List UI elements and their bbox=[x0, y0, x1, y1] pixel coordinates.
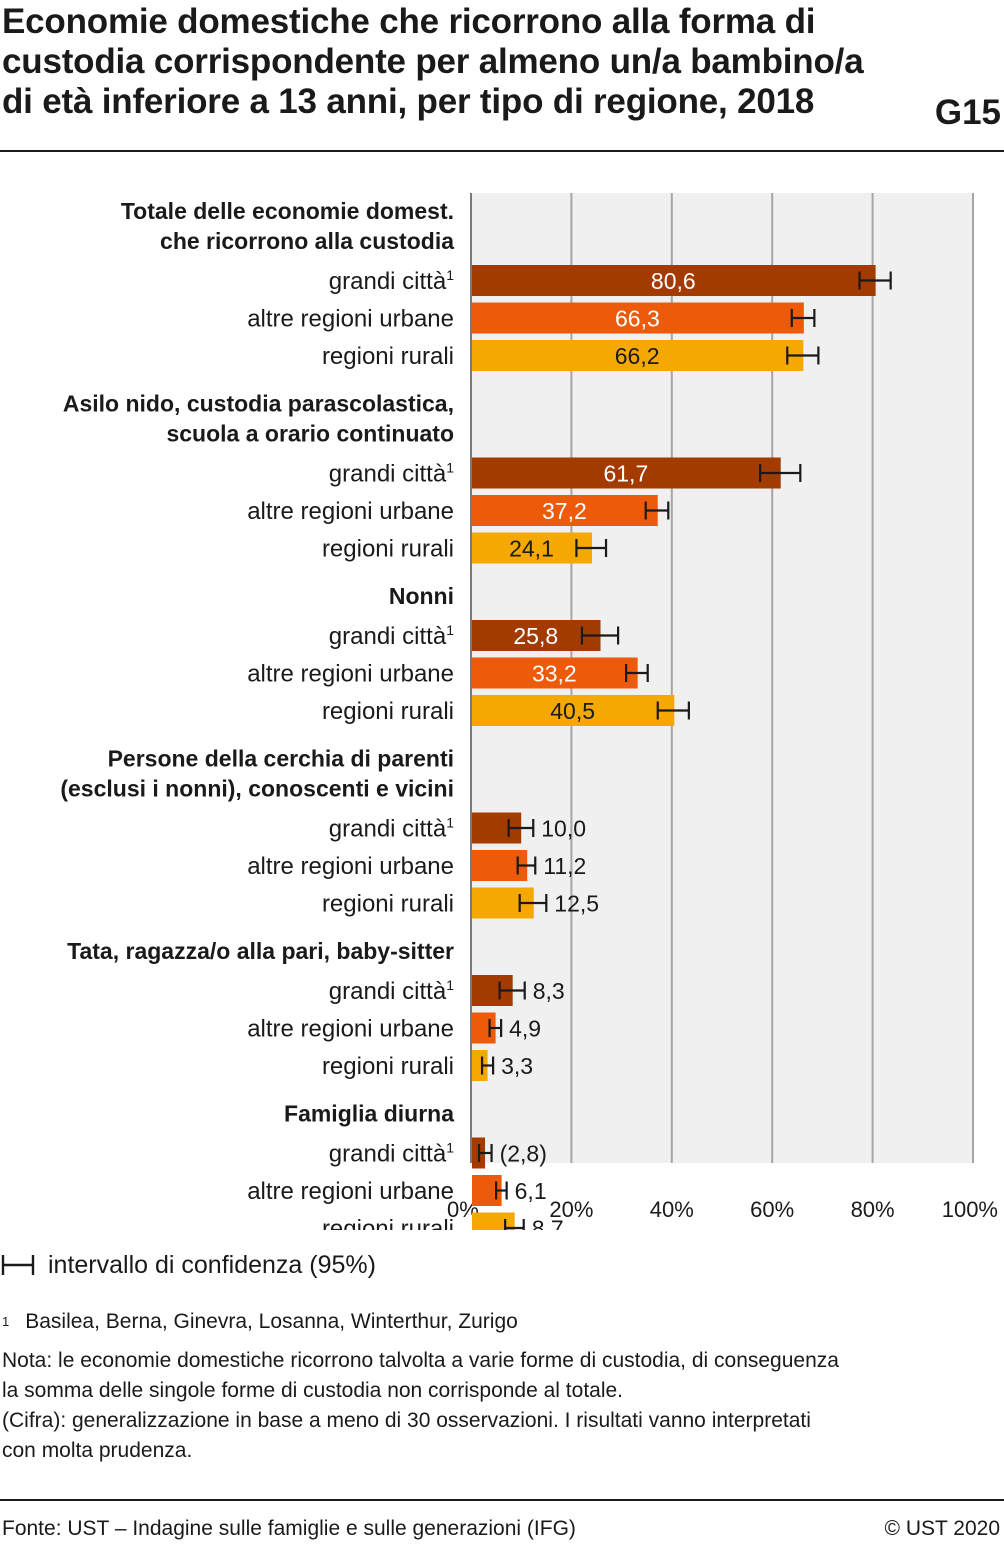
value-label: 33,2 bbox=[532, 661, 577, 687]
note-line: Nota: le economie domestiche ricorrono t… bbox=[2, 1349, 839, 1372]
category-label: grandi città1 bbox=[329, 460, 454, 488]
value-label: 37,2 bbox=[542, 498, 587, 524]
category-label: altre regioni urbane bbox=[247, 1016, 454, 1043]
value-label: 25,8 bbox=[513, 623, 558, 649]
value-label: 66,3 bbox=[615, 306, 660, 332]
value-label: 40,5 bbox=[550, 698, 595, 724]
x-tick-label: 20% bbox=[549, 1197, 593, 1222]
bar bbox=[472, 1050, 488, 1081]
copyright-text: © UST 2020 bbox=[884, 1517, 1000, 1540]
x-tick-label: 80% bbox=[851, 1197, 895, 1222]
bottom-divider bbox=[0, 1499, 1004, 1501]
category-label: regioni rurali bbox=[322, 343, 454, 370]
value-label: 3,3 bbox=[501, 1053, 533, 1079]
bar bbox=[472, 302, 804, 334]
title-line-3: di età inferiore a 13 anni, per tipo di … bbox=[2, 82, 815, 121]
title-line-2: custodia corrispondente per almeno un/a … bbox=[2, 42, 864, 81]
category-label: regioni rurali bbox=[322, 1053, 454, 1080]
footnote-marker: 1 bbox=[2, 1314, 10, 1329]
bar bbox=[472, 1212, 515, 1230]
bar-chart: 0% 20% 40% 60% 80% 100%Totale delle economie … bbox=[60, 193, 998, 1231]
footnote: 1 Basilea, Berna, Ginevra, Losanna, Winte… bbox=[2, 1308, 518, 1336]
category-label: regioni rurali bbox=[322, 698, 454, 725]
group-label: Famiglia diurna bbox=[284, 1101, 454, 1127]
chart-id: G15 bbox=[934, 93, 1001, 132]
x-tick-label: 40% bbox=[650, 1197, 694, 1222]
footnote-text: Basilea, Berna, Ginevra, Losanna, Winter… bbox=[25, 1310, 518, 1333]
group-label: Tata, ragazza/o alla pari, baby-sitter bbox=[67, 938, 454, 964]
note-line: la somma delle singole forme di custodia… bbox=[2, 1379, 624, 1402]
value-label: (2,8) bbox=[500, 1141, 547, 1167]
group-label: Persone della cerchia di parenti bbox=[108, 746, 454, 772]
bar bbox=[472, 695, 675, 726]
group-label: (esclusi i nonni), conoscenti e vicini bbox=[60, 776, 454, 802]
value-label: 4,9 bbox=[509, 1016, 541, 1042]
x-tick-label: 60% bbox=[750, 1197, 794, 1222]
bar bbox=[472, 620, 601, 651]
note-line: (Cifra): generalizzazione in base a meno… bbox=[2, 1409, 811, 1432]
legend-label: intervallo di confidenza (95%) bbox=[48, 1251, 376, 1279]
value-label: 11,2 bbox=[543, 853, 586, 879]
group-label: che ricorrono alla custodia bbox=[160, 228, 454, 254]
category-label: regioni rurali bbox=[322, 891, 454, 918]
title-line-1: Economie domestiche che ricorrono alla f… bbox=[2, 2, 816, 41]
category-label: regioni rurali bbox=[322, 1216, 454, 1231]
source-text: Fonte: UST – Indagine sulle famiglie e s… bbox=[2, 1517, 576, 1540]
bar bbox=[472, 340, 804, 371]
chart-title: Economie domestiche che ricorrono alla f… bbox=[2, 2, 902, 122]
category-label: grandi città1 bbox=[329, 815, 454, 843]
value-label: 80,6 bbox=[651, 268, 696, 294]
value-label: 66,2 bbox=[615, 343, 660, 369]
value-label: 6,1 bbox=[515, 1178, 547, 1204]
category-label: grandi città1 bbox=[329, 267, 454, 295]
category-label: grandi città1 bbox=[329, 977, 454, 1005]
value-label: 61,7 bbox=[603, 461, 648, 487]
category-label: altre regioni urbane bbox=[247, 1178, 454, 1205]
notes: Nota: le economie domestiche ricorrono t… bbox=[2, 1346, 839, 1466]
group-label: scuola a orario continuato bbox=[166, 421, 454, 447]
category-label: grandi città1 bbox=[329, 622, 454, 650]
category-label: altre regioni urbane bbox=[247, 853, 454, 880]
x-tick-label: 100% bbox=[942, 1197, 998, 1222]
category-label: regioni rurali bbox=[322, 536, 454, 563]
bar bbox=[472, 495, 658, 526]
bar bbox=[472, 265, 876, 296]
value-label: 12,5 bbox=[554, 891, 599, 917]
group-label: Nonni bbox=[389, 583, 454, 609]
bar bbox=[472, 457, 781, 489]
group-label: Totale delle economie domest. bbox=[121, 198, 454, 224]
category-label: altre regioni urbane bbox=[247, 661, 454, 688]
group-label: Asilo nido, custodia parascolastica, bbox=[63, 391, 454, 417]
note-line: con molta prudenza. bbox=[2, 1439, 193, 1462]
top-divider bbox=[0, 150, 1004, 152]
value-label: 8,7 bbox=[532, 1216, 564, 1231]
bar bbox=[472, 532, 592, 564]
confidence-interval-icon bbox=[1, 1255, 35, 1275]
category-label: altre regioni urbane bbox=[247, 306, 454, 333]
bar bbox=[472, 657, 638, 689]
value-label: 8,3 bbox=[533, 978, 565, 1004]
value-label: 10,0 bbox=[541, 816, 586, 842]
category-label: altre regioni urbane bbox=[247, 498, 454, 525]
value-label: 24,1 bbox=[509, 536, 554, 562]
category-label: grandi città1 bbox=[329, 1140, 454, 1168]
